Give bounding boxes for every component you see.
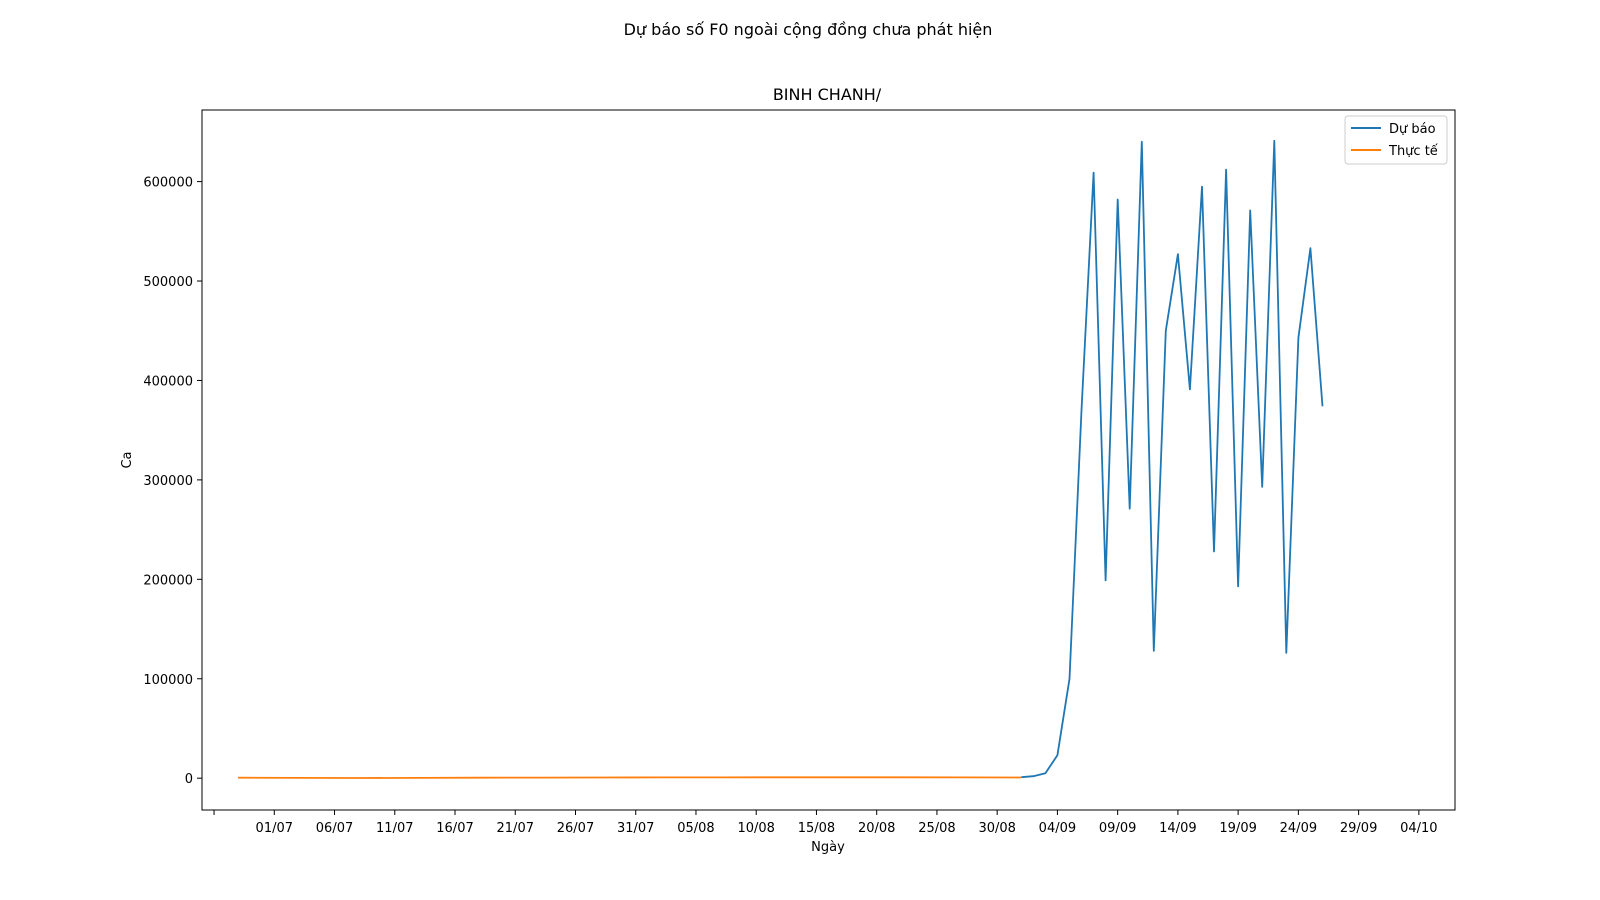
x-tick-label: 19/09 (1219, 821, 1256, 836)
y-tick-label: 300000 (143, 474, 193, 489)
x-tick-label: 04/10 (1400, 821, 1437, 836)
x-tick-label: 24/09 (1280, 821, 1317, 836)
y-axis-label: Ca (120, 451, 135, 468)
x-axis: 01/07 06/07 11/07 16/07 21/07 26/07 31/07 05/08… (213, 810, 1438, 836)
x-tick-label: 15/08 (798, 821, 835, 836)
y-tick-label: 100000 (143, 673, 193, 688)
series-line-actual (238, 776, 1022, 779)
x-tick-label: 14/09 (1159, 821, 1196, 836)
x-tick-label: 30/08 (978, 821, 1015, 836)
x-tick-label: 10/08 (737, 821, 774, 836)
y-tick-label: 200000 (143, 573, 193, 588)
series-layer (238, 139, 1324, 779)
y-axis: 0 100000 200000 300000 400000 500000 600000 (143, 176, 202, 787)
series-line-forecast (1021, 139, 1324, 779)
legend: Dự báo Thực tế (1344, 115, 1448, 165)
x-axis-label: Ngày (811, 840, 845, 855)
x-tick-label: 25/08 (918, 821, 955, 836)
x-tick-label: 06/07 (316, 821, 353, 836)
x-tick-label: 01/07 (256, 821, 293, 836)
x-tick-label: 31/07 (617, 821, 654, 836)
x-tick-label: 20/08 (858, 821, 895, 836)
y-tick-label: 0 (185, 772, 193, 787)
x-tick-label: 05/08 (677, 821, 714, 836)
x-tick-label: 26/07 (557, 821, 594, 836)
plot-area (202, 110, 1455, 810)
x-tick-label: 04/09 (1039, 821, 1076, 836)
x-tick-label: 11/07 (376, 821, 413, 836)
x-tick-label: 29/09 (1340, 821, 1377, 836)
plot-frame (201, 109, 1456, 811)
y-tick-label: 600000 (143, 176, 193, 191)
y-tick-label: 500000 (143, 275, 193, 290)
chart-title: BINH CHANH/ (773, 85, 882, 104)
x-tick-label: 21/07 (497, 821, 534, 836)
legend-label: Dự báo (1389, 122, 1436, 137)
x-tick-label: 09/09 (1099, 821, 1136, 836)
chart-suptitle: Dự báo số F0 ngoài cộng đồng chưa phát h… (624, 20, 993, 39)
y-tick-label: 400000 (143, 374, 193, 389)
legend-label: Thực tế (1388, 144, 1438, 159)
x-tick-label: 16/07 (436, 821, 473, 836)
